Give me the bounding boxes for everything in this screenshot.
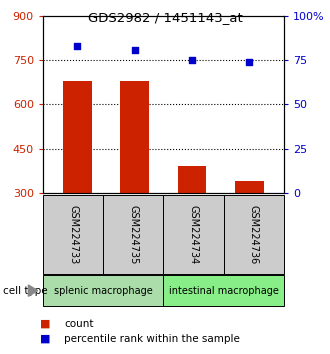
Text: ■: ■ xyxy=(40,334,50,344)
Point xyxy=(189,57,195,63)
Bar xyxy=(63,81,92,193)
Text: GDS2982 / 1451143_at: GDS2982 / 1451143_at xyxy=(88,11,242,24)
Text: ■: ■ xyxy=(40,319,50,329)
Text: GSM224736: GSM224736 xyxy=(249,205,259,264)
Text: GSM224734: GSM224734 xyxy=(188,205,198,264)
Text: GSM224735: GSM224735 xyxy=(128,205,138,264)
Point xyxy=(75,43,80,49)
Text: cell type: cell type xyxy=(3,286,48,296)
Text: splenic macrophage: splenic macrophage xyxy=(54,286,152,296)
Bar xyxy=(178,166,206,193)
Text: percentile rank within the sample: percentile rank within the sample xyxy=(64,334,240,344)
Text: count: count xyxy=(64,319,94,329)
Bar xyxy=(235,181,264,193)
Bar xyxy=(120,81,149,193)
Point xyxy=(132,47,137,52)
Text: GSM224733: GSM224733 xyxy=(68,205,78,264)
Text: intestinal macrophage: intestinal macrophage xyxy=(169,286,279,296)
Point xyxy=(247,59,252,65)
